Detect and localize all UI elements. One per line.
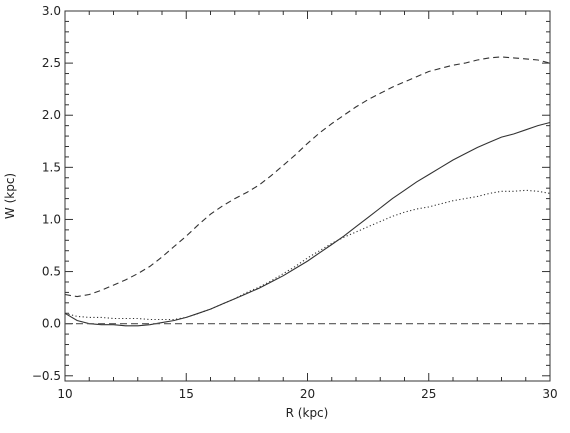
x-tick-label: 30 <box>542 387 557 401</box>
y-axis: −0.5 0.0 0.5 1.0 1.5 2.0 2.5 3.0 <box>32 4 550 383</box>
series-group <box>64 56 551 327</box>
y-tick-label: 1.5 <box>42 160 61 174</box>
y-tick-label: −0.5 <box>32 369 61 383</box>
y-tick-label: 3.0 <box>42 4 61 18</box>
x-tick-label: 15 <box>179 387 194 401</box>
y-tick-label: 0.5 <box>42 265 61 279</box>
y-tick-label: 2.0 <box>42 108 61 122</box>
x-axis-label: R (kpc) <box>286 406 329 420</box>
y-axis-label: W (kpc) <box>3 173 17 219</box>
x-tick-label: 25 <box>421 387 436 401</box>
y-tick-label: 2.5 <box>42 56 61 70</box>
x-tick-label: 20 <box>300 387 315 401</box>
y-tick-label: 0.0 <box>42 317 61 331</box>
x-axis: 10 15 20 25 30 <box>57 11 558 401</box>
series-line-dashed <box>64 56 551 298</box>
series-line-dotted <box>64 189 551 321</box>
series-line-solid <box>64 121 551 327</box>
y-tick-label: 1.0 <box>42 212 61 226</box>
x-tick-label: 10 <box>57 387 72 401</box>
